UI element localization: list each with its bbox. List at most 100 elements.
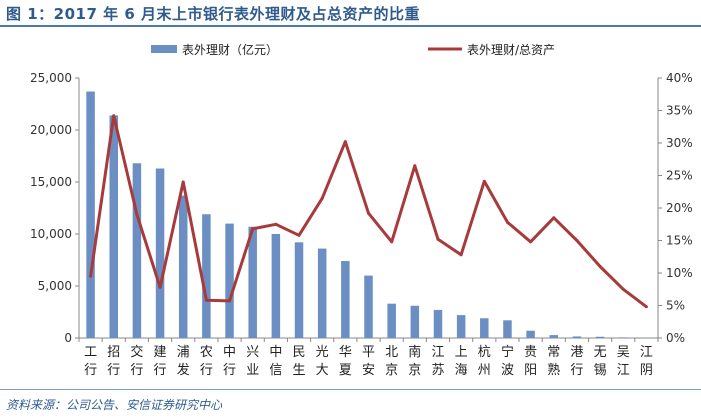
x-tick-label: 无: [594, 345, 607, 360]
line-point: [436, 237, 440, 241]
line-point: [158, 285, 162, 289]
x-tick-label: 常: [547, 345, 560, 360]
bar: [433, 309, 443, 338]
bar: [294, 242, 304, 338]
bar: [410, 305, 420, 338]
x-tick-label: 光: [316, 345, 329, 360]
x-tick-label: 行: [84, 363, 97, 378]
line-point: [621, 287, 625, 291]
x-tick-label: 兴: [246, 345, 259, 360]
x-tick-label: 农: [200, 345, 213, 360]
line-point: [135, 213, 139, 216]
y-right-tick-label: 0%: [666, 331, 685, 345]
legend-bar-label: 表外理财（亿元）: [182, 42, 278, 57]
line-point: [529, 240, 533, 244]
line-series: [89, 114, 648, 309]
x-tick-label: 京: [408, 363, 421, 378]
line-point: [598, 265, 602, 268]
x-tick-label: 江: [431, 345, 444, 360]
y-left-tick-label: 5,000: [38, 279, 72, 293]
line-point: [482, 179, 486, 183]
line-point: [343, 140, 347, 144]
bar: [572, 336, 582, 338]
y-right-tick-label: 5%: [666, 299, 685, 313]
line-point: [413, 164, 417, 168]
bar: [225, 223, 234, 338]
line-point: [644, 305, 648, 309]
title-divider: [0, 25, 701, 27]
x-tick-label: 宁: [501, 344, 514, 360]
x-tick-label: 波: [501, 363, 514, 378]
chart-axes: 0 5,000 10,000 15,000 20,000 25,000 0% 5% 10% 15%…: [30, 71, 693, 378]
bar: [387, 303, 396, 338]
bar: [503, 320, 512, 338]
x-tick-label: 京: [385, 363, 398, 378]
x-tick-label: 杭: [478, 345, 491, 360]
x-tick-label: 招: [107, 345, 120, 360]
y-left-tick-label: 20,000: [30, 123, 72, 137]
x-tick-label: 信: [269, 363, 282, 378]
y-right-tick-label: 15%: [666, 234, 693, 248]
bar: [480, 318, 489, 338]
line-point: [505, 220, 509, 224]
x-tick-label: 南: [408, 344, 421, 360]
x-tick-label: 熟: [547, 362, 560, 378]
line-point: [297, 233, 301, 237]
x-tick-label: 行: [154, 363, 167, 378]
x-tick-label: 吴: [617, 345, 630, 360]
bar: [271, 234, 281, 338]
bar: [341, 261, 350, 338]
x-tick-label: 中: [269, 345, 282, 360]
x-tick-label: 苏: [431, 362, 444, 378]
bar: [456, 315, 466, 338]
x-tick-label: 华: [339, 345, 352, 360]
x-tick-label: 阳: [524, 363, 537, 378]
y-right-tick-label: 25%: [666, 169, 693, 183]
x-tick-label: 阴: [640, 363, 653, 378]
bar: [364, 275, 373, 338]
bar-series: [86, 91, 651, 339]
line-point: [367, 211, 370, 215]
x-tick-label: 行: [570, 363, 583, 378]
legend-line-label: 表外理财/总资产: [467, 43, 555, 57]
x-tick-label: 夏: [339, 363, 352, 378]
x-tick-label: 行: [200, 363, 213, 378]
y-right-tick-label: 30%: [666, 136, 693, 150]
chart-title: 图 1：2017 年 6 月末上市银行表外理财及占总资产的比重: [6, 5, 421, 23]
footer-divider: [0, 389, 701, 390]
line-point: [89, 274, 93, 278]
source-note: 资料来源：公司公告、安信证券研究中心: [6, 398, 223, 412]
y-right-tick-label: 10%: [666, 266, 693, 280]
legend: 表外理财（亿元） 表外理财/总资产: [151, 42, 555, 57]
legend-bar-swatch: [151, 45, 177, 53]
x-tick-label: 北: [385, 345, 398, 360]
line-point: [181, 180, 185, 184]
x-tick-label: 港: [570, 345, 583, 360]
x-tick-label: 浦: [177, 345, 190, 360]
x-tick-label: 江: [640, 345, 653, 360]
bar: [109, 115, 118, 338]
line-point: [228, 299, 232, 303]
x-tick-label: 行: [107, 363, 120, 378]
x-tick-label: 民: [293, 345, 306, 360]
bar: [595, 336, 605, 338]
line-point: [320, 196, 324, 200]
y-left-tick-label: 15,000: [30, 175, 72, 189]
x-tick-label: 行: [130, 363, 143, 378]
y-left-tick-label: 25,000: [30, 71, 72, 85]
x-tick-label: 海: [455, 363, 468, 378]
bar: [178, 195, 188, 338]
bar: [619, 337, 628, 338]
x-tick-label: 大: [316, 363, 329, 378]
line-point: [552, 216, 556, 220]
y-right-tick-label: 40%: [666, 71, 693, 85]
x-tick-label: 建: [154, 345, 167, 360]
line-point: [204, 298, 208, 302]
x-tick-label: 生: [293, 363, 306, 378]
y-left-tick-label: 0: [64, 331, 72, 345]
x-tick-label: 行: [223, 363, 236, 378]
x-tick-label: 中: [223, 345, 236, 360]
x-tick-label: 发: [177, 362, 190, 378]
line-point: [274, 222, 278, 226]
